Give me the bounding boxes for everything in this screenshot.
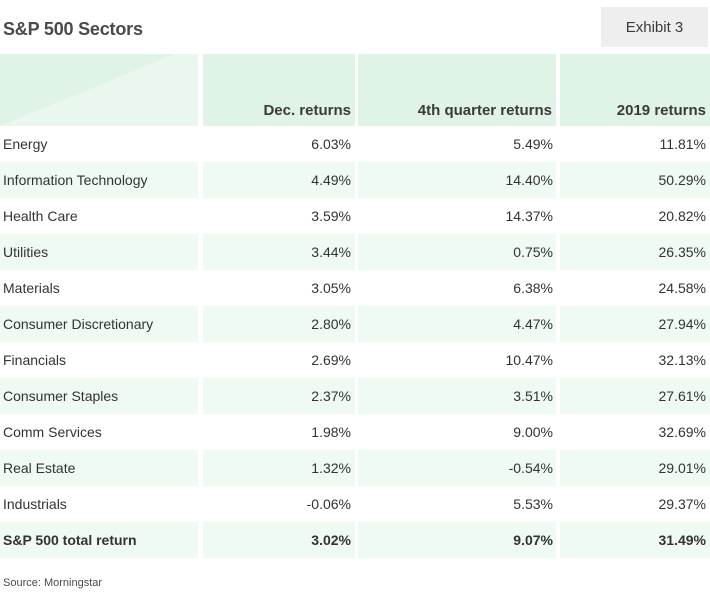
2019-return-cell: 27.61% (560, 378, 710, 414)
dec-return-cell: 6.03% (311, 136, 351, 152)
dec-return-cell: -0.06% (306, 496, 351, 512)
table-row: Information Technology 4.49% 14.40% 50.2… (0, 162, 710, 198)
total-2019-return-cell: 31.49% (560, 522, 710, 558)
total-dec-return-cell: 3.02% (203, 522, 355, 558)
sector-name-cell: Financials (3, 352, 67, 368)
dec-return-cell: 1.32% (203, 450, 355, 486)
q4-return-cell: 5.49% (513, 136, 553, 152)
table-row: Comm Services 1.98% 9.00% 32.69% (0, 414, 710, 450)
column-header-dec-returns: Dec. returns (203, 54, 355, 126)
table-row: Health Care 3.59% 14.37% 20.82% (0, 198, 710, 234)
2019-return-cell: 11.81% (659, 136, 706, 152)
2019-return-cell: 26.35% (560, 234, 710, 270)
total-label-cell: S&P 500 total return (0, 522, 198, 558)
2019-return-cell: 27.94% (560, 306, 710, 342)
q4-return-cell: -0.54% (358, 450, 556, 486)
2019-return-cell: 29.37% (658, 496, 706, 512)
q4-return-cell: 14.37% (505, 208, 553, 224)
sector-name-cell: Consumer Staples (0, 378, 198, 414)
dec-return-cell: 3.59% (311, 208, 351, 224)
dec-return-cell: 2.80% (203, 306, 355, 342)
2019-return-cell: 20.82% (658, 208, 706, 224)
table-body: Energy 6.03% 5.49% 11.81% Information Te… (0, 126, 710, 558)
table-row: Utilities 3.44% 0.75% 26.35% (0, 234, 710, 270)
sector-name-cell: Utilities (0, 234, 198, 270)
table-row: Industrials -0.06% 5.53% 29.37% (0, 486, 710, 522)
q4-return-cell: 0.75% (358, 234, 556, 270)
dec-return-cell: 2.69% (311, 352, 351, 368)
table-row: Energy 6.03% 5.49% 11.81% (0, 126, 710, 162)
total-row: S&P 500 total return 3.02% 9.07% 31.49% (0, 522, 710, 558)
q4-return-cell: 6.38% (513, 280, 553, 296)
dec-return-cell: 4.49% (203, 162, 355, 198)
table-row: Real Estate 1.32% -0.54% 29.01% (0, 450, 710, 486)
q4-return-cell: 14.40% (358, 162, 556, 198)
dec-return-cell: 3.05% (311, 280, 351, 296)
q4-return-cell: 10.47% (505, 352, 553, 368)
table-row: Consumer Staples 2.37% 3.51% 27.61% (0, 378, 710, 414)
column-header-q4-returns: 4th quarter returns (358, 54, 556, 126)
q4-return-cell: 5.53% (513, 496, 553, 512)
q4-return-cell: 3.51% (358, 378, 556, 414)
page-title: S&P 500 Sectors (3, 19, 143, 39)
header-corner-diagonal-shape (0, 54, 198, 126)
column-header-2019-returns: 2019 returns (560, 54, 710, 126)
dec-return-cell: 2.37% (203, 378, 355, 414)
sector-name-cell: Industrials (3, 496, 67, 512)
2019-return-cell: 50.29% (560, 162, 710, 198)
header-corner-cell (0, 54, 198, 126)
sector-name-cell: Consumer Discretionary (0, 306, 198, 342)
table-header: Dec. returns 4th quarter returns 2019 re… (0, 54, 710, 126)
table-row: Materials 3.05% 6.38% 24.58% (0, 270, 710, 306)
dec-return-cell: 1.98% (311, 424, 351, 440)
q4-return-cell: 9.00% (513, 424, 553, 440)
exhibit-badge: Exhibit 3 (601, 7, 708, 47)
source-note: Source: Morningstar (3, 577, 103, 589)
2019-return-cell: 32.69% (658, 424, 706, 440)
table-row: Financials 2.69% 10.47% 32.13% (0, 342, 710, 378)
2019-return-cell: 29.01% (560, 450, 710, 486)
sector-name-cell: Comm Services (3, 424, 102, 440)
sector-name-cell: Health Care (3, 208, 78, 224)
total-q4-return-cell: 9.07% (358, 522, 556, 558)
sector-name-cell: Energy (3, 136, 48, 152)
dec-return-cell: 3.44% (203, 234, 355, 270)
2019-return-cell: 24.58% (658, 280, 706, 296)
q4-return-cell: 4.47% (358, 306, 556, 342)
table-row: Consumer Discretionary 2.80% 4.47% 27.94… (0, 306, 710, 342)
sector-name-cell: Real Estate (0, 450, 198, 486)
2019-return-cell: 32.13% (658, 352, 706, 368)
sector-name-cell: Information Technology (0, 162, 198, 198)
sector-name-cell: Materials (3, 280, 60, 296)
